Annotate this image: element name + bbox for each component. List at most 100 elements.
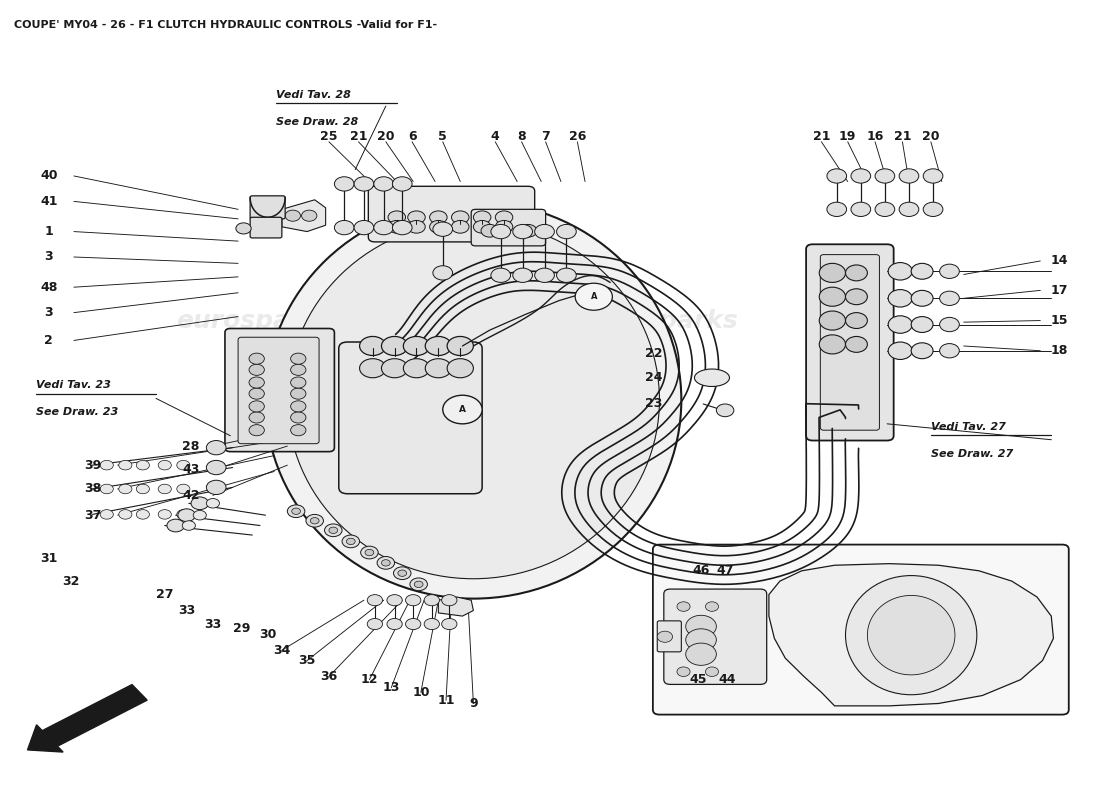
Circle shape bbox=[820, 263, 846, 282]
Circle shape bbox=[658, 631, 672, 642]
Circle shape bbox=[136, 460, 150, 470]
Text: See Draw. 28: See Draw. 28 bbox=[276, 117, 359, 126]
Text: Vedi Tav. 23: Vedi Tav. 23 bbox=[35, 381, 110, 390]
Text: 46: 46 bbox=[692, 564, 710, 578]
Text: 18: 18 bbox=[1050, 344, 1068, 358]
Circle shape bbox=[425, 594, 440, 606]
Circle shape bbox=[119, 484, 132, 494]
Text: 27: 27 bbox=[156, 588, 174, 601]
Text: 4: 4 bbox=[491, 130, 499, 142]
Text: 25: 25 bbox=[320, 130, 338, 142]
Text: 36: 36 bbox=[320, 670, 338, 683]
Circle shape bbox=[473, 211, 491, 224]
Text: 30: 30 bbox=[258, 628, 276, 641]
Circle shape bbox=[158, 484, 172, 494]
Text: 29: 29 bbox=[233, 622, 250, 635]
Text: 37: 37 bbox=[84, 509, 101, 522]
Circle shape bbox=[425, 618, 440, 630]
Circle shape bbox=[408, 211, 426, 224]
Circle shape bbox=[119, 510, 132, 519]
Text: 35: 35 bbox=[298, 654, 316, 667]
Circle shape bbox=[447, 358, 473, 378]
Text: Vedi Tav. 28: Vedi Tav. 28 bbox=[276, 90, 351, 100]
Text: See Draw. 27: See Draw. 27 bbox=[931, 449, 1013, 458]
Circle shape bbox=[387, 594, 403, 606]
Text: eurosparks: eurosparks bbox=[176, 309, 333, 333]
Circle shape bbox=[876, 202, 894, 217]
Circle shape bbox=[705, 602, 718, 611]
Circle shape bbox=[716, 404, 734, 417]
FancyBboxPatch shape bbox=[821, 254, 879, 430]
Text: eurosparks: eurosparks bbox=[581, 309, 738, 333]
Circle shape bbox=[685, 629, 716, 651]
Circle shape bbox=[290, 364, 306, 375]
Circle shape bbox=[899, 169, 918, 183]
Circle shape bbox=[290, 353, 306, 364]
Ellipse shape bbox=[846, 575, 977, 694]
Text: 17: 17 bbox=[1050, 284, 1068, 297]
Circle shape bbox=[851, 169, 871, 183]
Text: 44: 44 bbox=[718, 673, 736, 686]
Circle shape bbox=[361, 546, 378, 559]
Text: COUPE' MY04 - 26 - F1 CLUTCH HYDRAULIC CONTROLS -Valid for F1-: COUPE' MY04 - 26 - F1 CLUTCH HYDRAULIC C… bbox=[13, 20, 437, 30]
Text: 26: 26 bbox=[569, 130, 586, 142]
Circle shape bbox=[287, 505, 305, 518]
Circle shape bbox=[705, 667, 718, 677]
Circle shape bbox=[136, 510, 150, 519]
Text: 1: 1 bbox=[44, 225, 53, 238]
Ellipse shape bbox=[694, 369, 729, 386]
Circle shape bbox=[911, 263, 933, 279]
Circle shape bbox=[451, 221, 469, 233]
Circle shape bbox=[535, 225, 554, 238]
Circle shape bbox=[346, 538, 355, 545]
Circle shape bbox=[404, 337, 430, 355]
Text: 23: 23 bbox=[646, 398, 662, 410]
FancyBboxPatch shape bbox=[663, 589, 767, 685]
Circle shape bbox=[167, 519, 185, 532]
Circle shape bbox=[178, 509, 196, 522]
Circle shape bbox=[177, 460, 190, 470]
Circle shape bbox=[911, 342, 933, 358]
Circle shape bbox=[365, 550, 374, 556]
Circle shape bbox=[398, 570, 407, 576]
Circle shape bbox=[324, 524, 342, 537]
Text: Vedi Tav. 27: Vedi Tav. 27 bbox=[931, 422, 1005, 432]
Circle shape bbox=[495, 221, 513, 233]
Text: 28: 28 bbox=[183, 439, 200, 453]
Circle shape bbox=[685, 615, 716, 638]
Circle shape bbox=[290, 388, 306, 399]
Circle shape bbox=[360, 337, 386, 355]
Text: 15: 15 bbox=[1050, 314, 1068, 327]
Text: 31: 31 bbox=[40, 552, 57, 566]
Circle shape bbox=[888, 262, 912, 280]
Circle shape bbox=[235, 223, 251, 234]
Circle shape bbox=[447, 337, 473, 355]
Circle shape bbox=[430, 221, 447, 233]
Text: 34: 34 bbox=[273, 644, 290, 657]
Text: 8: 8 bbox=[517, 130, 526, 142]
Circle shape bbox=[876, 169, 894, 183]
Circle shape bbox=[676, 602, 690, 611]
Text: 12: 12 bbox=[361, 673, 378, 686]
Circle shape bbox=[382, 358, 408, 378]
Circle shape bbox=[360, 358, 386, 378]
FancyBboxPatch shape bbox=[238, 338, 319, 444]
Text: 32: 32 bbox=[62, 574, 79, 588]
Ellipse shape bbox=[287, 222, 659, 578]
Circle shape bbox=[827, 169, 847, 183]
Circle shape bbox=[100, 510, 113, 519]
Circle shape bbox=[939, 291, 959, 306]
Text: 3: 3 bbox=[44, 250, 53, 263]
Circle shape bbox=[888, 316, 912, 334]
FancyBboxPatch shape bbox=[250, 218, 282, 238]
Circle shape bbox=[301, 210, 317, 222]
Circle shape bbox=[441, 594, 456, 606]
Circle shape bbox=[354, 221, 374, 234]
FancyArrow shape bbox=[28, 685, 147, 752]
Circle shape bbox=[207, 498, 220, 508]
Circle shape bbox=[846, 313, 868, 329]
Text: 24: 24 bbox=[646, 371, 662, 384]
Circle shape bbox=[491, 268, 510, 282]
Circle shape bbox=[473, 221, 491, 233]
Text: 21: 21 bbox=[813, 130, 830, 142]
